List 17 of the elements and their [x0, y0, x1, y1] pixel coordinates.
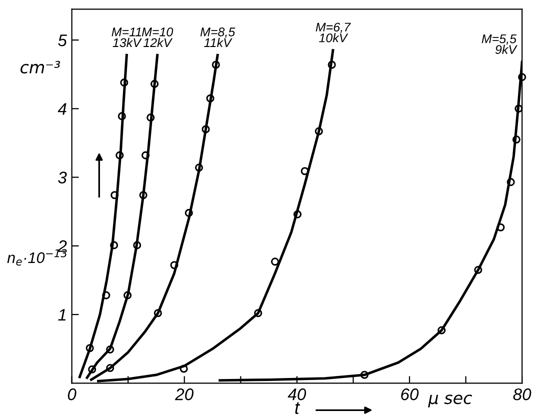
text: μ sec [428, 394, 472, 408]
y-tick-label: 1 [58, 309, 66, 321]
y-tick-label: 5 [58, 34, 68, 46]
x-tick-label: 0 [68, 388, 76, 400]
y-tick-label: 4 [58, 103, 66, 115]
y-tick-label: 3 [58, 172, 67, 184]
series-label: M=8,5 11kV [200, 28, 236, 47]
x-tick-label: 20 [175, 388, 194, 400]
x-axis-title: t [295, 402, 300, 414]
series-label: M=5,5 9kV [482, 34, 518, 54]
series-label: M=6,7 10kV [316, 22, 351, 42]
series-label: M=11 13kV [112, 28, 142, 48]
text: cm⁻³ [20, 60, 60, 74]
x-tick-label: 80 [513, 388, 532, 400]
x-tick-label: 60 [401, 388, 419, 400]
series-label: M=10 12kV [142, 28, 174, 47]
x-tick-label: 40 [288, 388, 306, 400]
